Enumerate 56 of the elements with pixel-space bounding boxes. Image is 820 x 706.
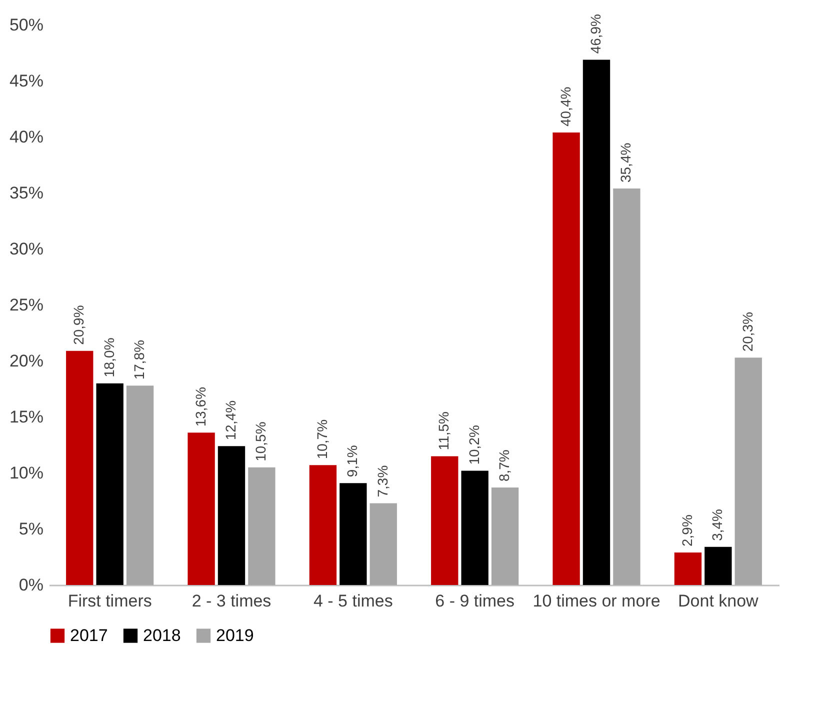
data-label: 17,8% <box>131 340 148 380</box>
bar <box>340 483 367 585</box>
x-tick-label: 10 times or more <box>532 592 660 610</box>
bar <box>96 383 124 585</box>
y-tick-label: 30% <box>9 240 44 258</box>
x-tick-label: 4 - 5 times <box>313 592 393 610</box>
data-label: 13,6% <box>192 386 208 427</box>
bar <box>582 60 610 585</box>
bar <box>370 503 397 585</box>
data-label: 12,4% <box>222 400 238 440</box>
legend-label: 2019 <box>216 626 254 645</box>
y-tick-label: 50% <box>9 16 44 34</box>
data-label: 20,3% <box>739 312 756 352</box>
x-tick-label: 6 - 9 times <box>435 592 515 610</box>
bar <box>461 470 488 585</box>
bar <box>309 465 337 585</box>
bar <box>491 488 519 585</box>
bar <box>66 350 94 585</box>
bar <box>734 358 762 585</box>
data-label: 35,4% <box>618 142 634 183</box>
y-tick-label: 20% <box>9 352 44 370</box>
data-label: 10,2% <box>466 425 482 465</box>
y-tick-label: 10% <box>9 464 44 482</box>
bar <box>704 546 732 585</box>
y-tick-label: 35% <box>9 184 44 202</box>
legend-label: 2017 <box>70 626 108 645</box>
data-label: 7,3% <box>374 465 390 498</box>
x-tick-label: 2 - 3 times <box>192 592 272 610</box>
data-label: 40,4% <box>557 86 574 127</box>
y-tick-label: 40% <box>9 128 44 146</box>
data-label: 2,9% <box>678 514 695 547</box>
data-label: 11,5% <box>436 412 452 450</box>
y-tick-label: 25% <box>9 296 44 314</box>
data-label: 8,7% <box>496 450 512 482</box>
bar <box>218 446 246 585</box>
x-tick-label: Dont know <box>678 592 760 610</box>
bar <box>126 386 154 585</box>
data-label: 9,1% <box>344 445 360 478</box>
y-tick-label: 15% <box>9 408 44 426</box>
bar <box>431 456 458 585</box>
y-tick-label: 5% <box>18 520 44 538</box>
bar <box>188 432 215 585</box>
y-tick-label: 0% <box>18 576 44 594</box>
data-label: 10,5% <box>252 422 269 462</box>
data-label: 10,7% <box>314 419 330 460</box>
bar <box>674 552 702 585</box>
data-label: 46,9% <box>588 14 604 54</box>
y-tick-label: 45% <box>9 72 44 90</box>
x-tick-label: First timers <box>68 592 152 610</box>
data-label: 3,4% <box>709 509 726 541</box>
legend-label: 2018 <box>143 626 181 645</box>
bar <box>613 188 640 585</box>
bar <box>552 132 580 585</box>
data-label: 18,0% <box>100 338 117 378</box>
data-label: 20,9% <box>70 305 87 345</box>
bar <box>248 467 276 585</box>
